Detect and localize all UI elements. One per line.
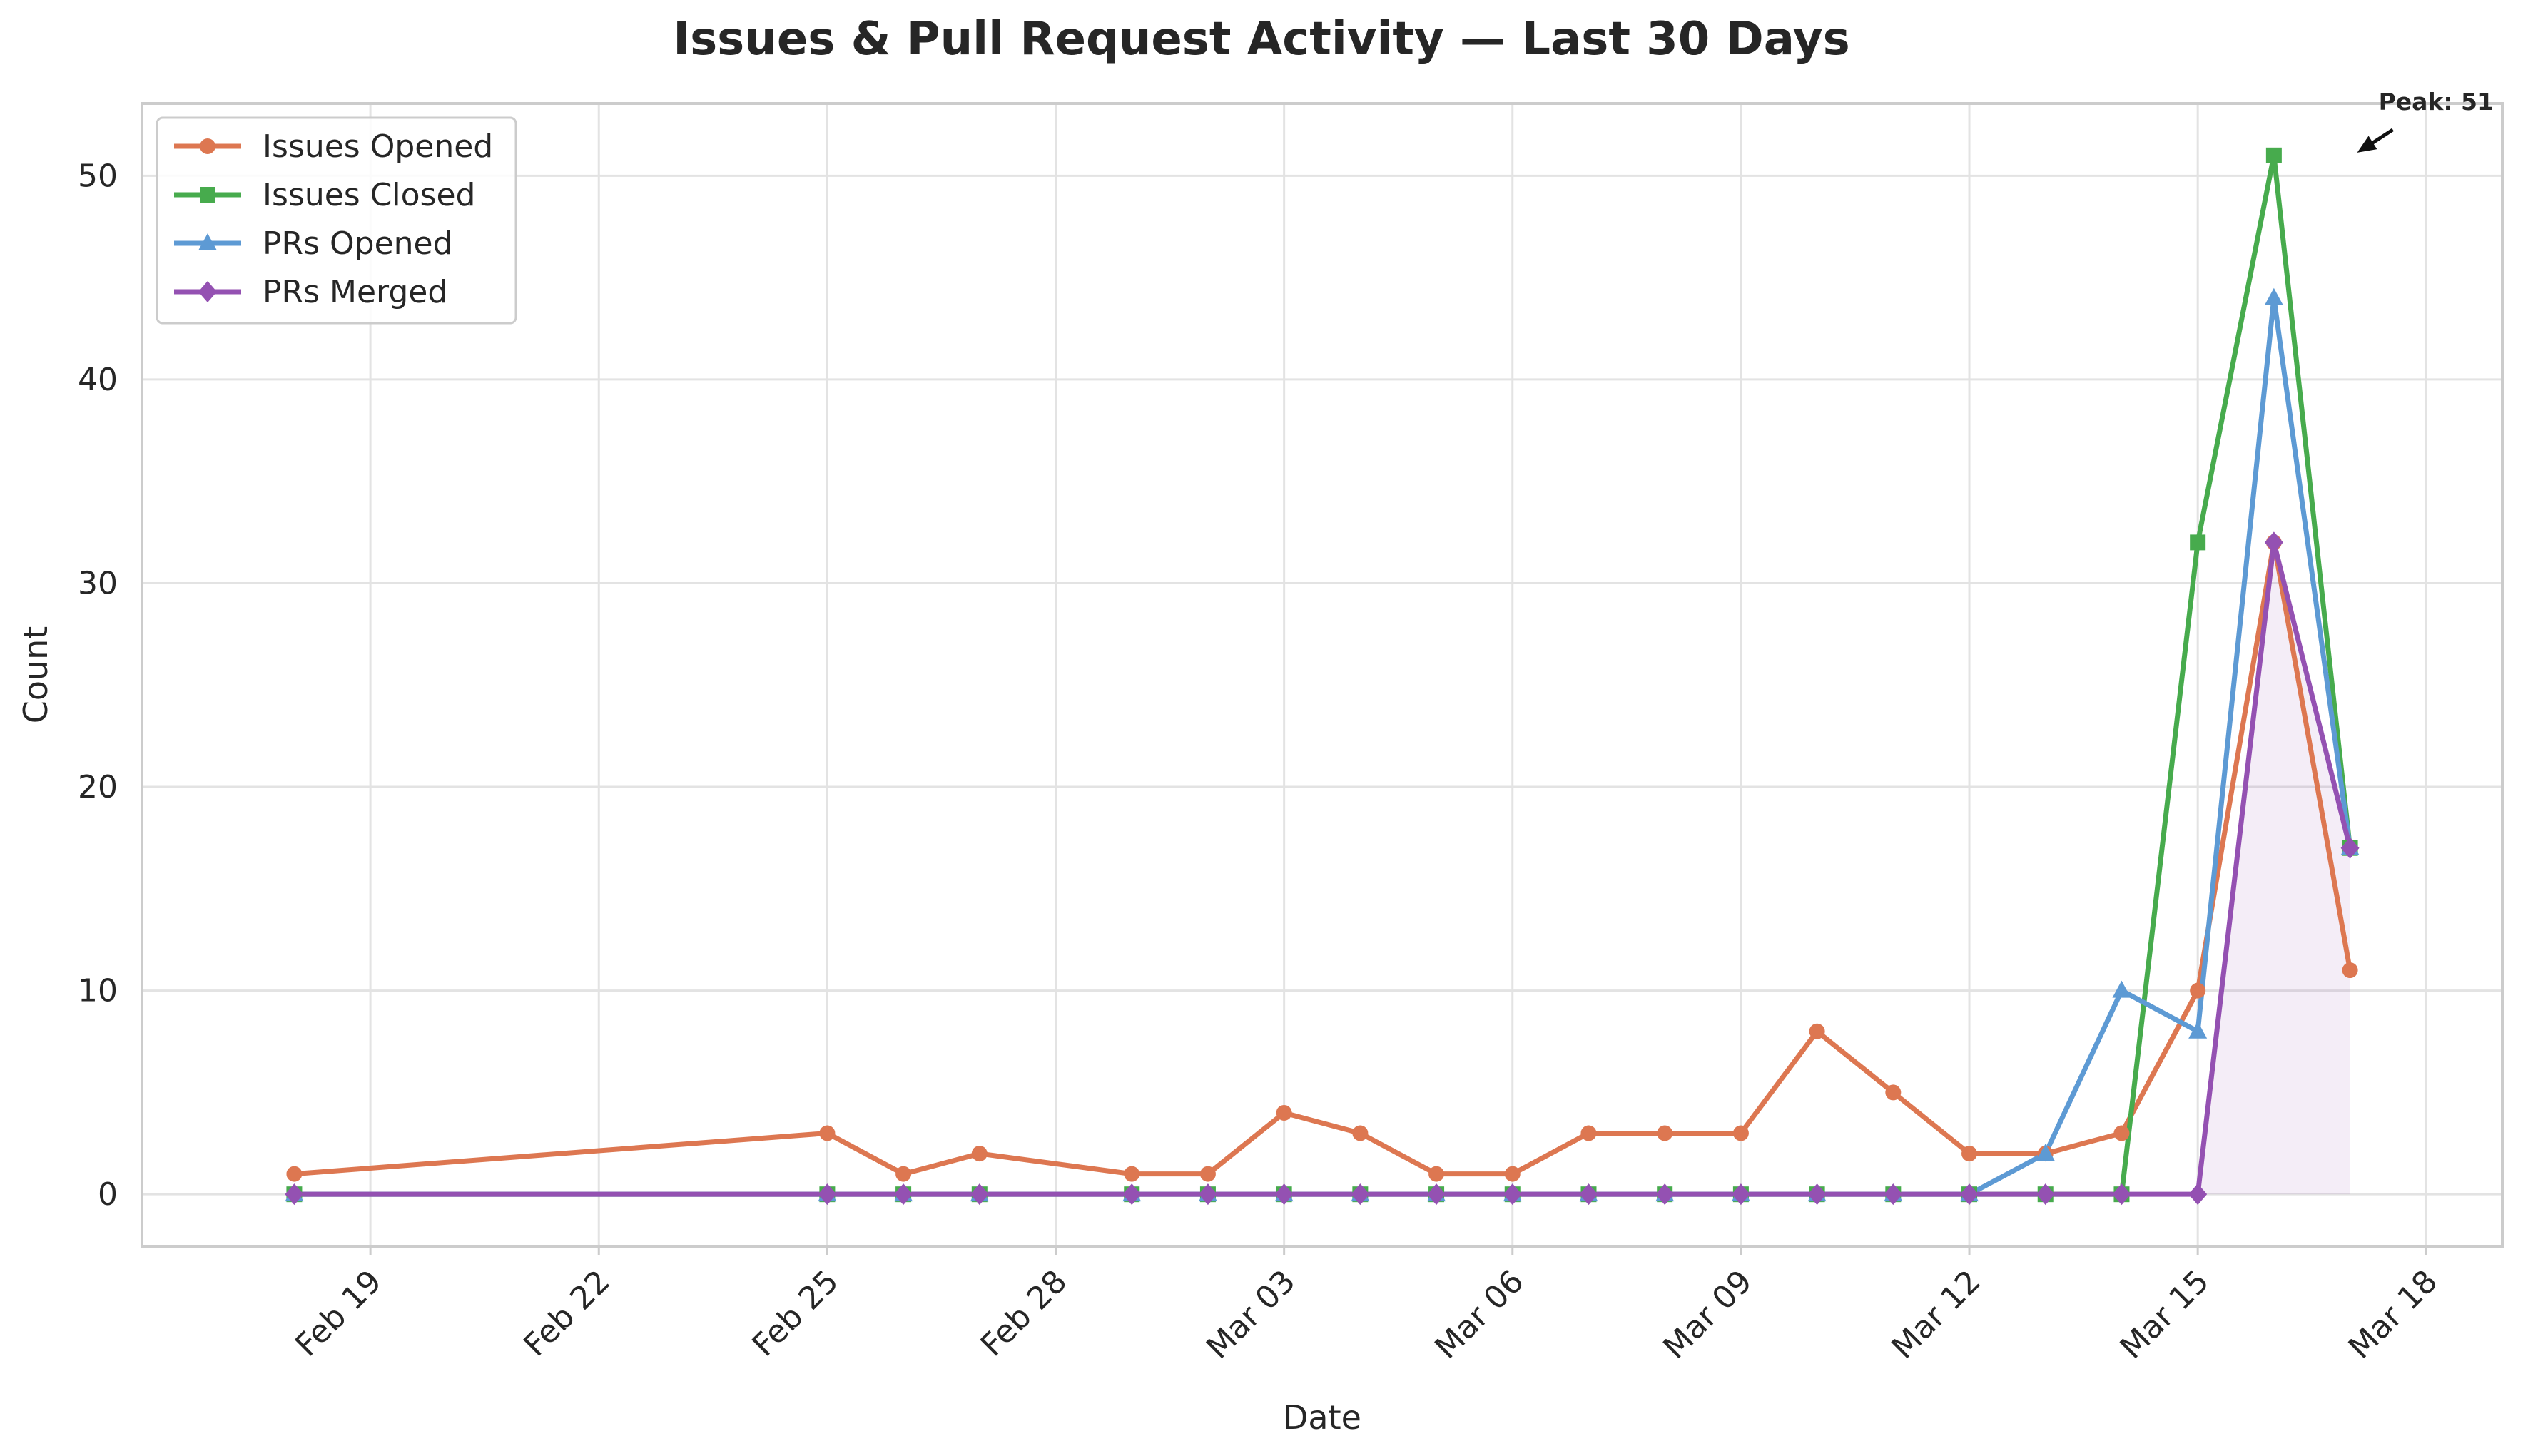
x-tick-label: Mar 09 (1656, 1263, 1759, 1366)
prs-opened-line (291, 295, 2353, 1197)
issues-closed-line (291, 153, 2353, 1197)
issues-opened-point (286, 1166, 303, 1182)
x-tick-label: Feb 28 (974, 1263, 1075, 1364)
issues-opened-point (895, 1166, 912, 1182)
issues-opened-point (2190, 982, 2206, 999)
issues-opened-point (1809, 1023, 1825, 1039)
issues-opened-point (1580, 1125, 1597, 1141)
issues-opened-point (1504, 1166, 1521, 1182)
issues-closed-point (2265, 147, 2282, 163)
issues-opened-point (1885, 1084, 1902, 1101)
x-axis-title: Date (1283, 1398, 1361, 1437)
issues-opened-point (1276, 1104, 1292, 1121)
legend-box (156, 116, 517, 325)
prs-merged-point (894, 1183, 913, 1206)
prs-merged-legend-marker (198, 281, 217, 302)
issues-opened-point (2342, 962, 2358, 979)
prs-opened-point (2264, 287, 2283, 305)
prs-merged-point (2036, 1183, 2055, 1206)
prs-merged-point (2340, 837, 2360, 859)
prs-merged-point (1655, 1183, 1675, 1206)
series-lines (291, 153, 2353, 1197)
prs-merged-point (1579, 1183, 1598, 1206)
prs-merged-point (1884, 1183, 1903, 1206)
annotation-arrowhead (2357, 136, 2377, 153)
prs-merged-line (291, 539, 2353, 1197)
prs-merged-point (1807, 1183, 1827, 1206)
y-tick-label: 20 (78, 769, 118, 805)
legend-items: Issues Opened Issues Closed PRs Opened PRs … (174, 128, 493, 310)
prs-merged-point (1731, 1183, 1750, 1206)
prs-merged-point (2188, 1183, 2208, 1206)
x-tick-label: Feb 19 (288, 1263, 389, 1364)
issues-opened-point (1657, 1125, 1673, 1141)
issues-opened-point (819, 1125, 836, 1141)
prs-merged-point (970, 1183, 989, 1206)
prs-merged-point (1274, 1183, 1294, 1206)
y-tick-label: 40 (78, 362, 118, 398)
x-tick-label: Mar 15 (2113, 1263, 2216, 1366)
grid-lines (142, 103, 2502, 1255)
prs-merged-point (2264, 531, 2283, 554)
x-tick-label: Feb 25 (746, 1263, 846, 1364)
issues-opened-point (1199, 1166, 1216, 1182)
prs-merged-point (285, 1183, 304, 1206)
x-tick-label: Mar 18 (2342, 1263, 2445, 1366)
series-markers (285, 147, 2360, 1206)
issues-opened-point (2113, 1125, 2130, 1141)
x-tick-label: Mar 03 (1199, 1263, 1302, 1366)
x-tick-label: Mar 06 (1428, 1263, 1530, 1366)
area-fills (294, 542, 2350, 1195)
y-tick-label: 30 (78, 565, 118, 601)
prs-merged-point (818, 1183, 837, 1206)
issues-opened-point (971, 1146, 988, 1162)
issues-opened-point (1732, 1125, 1749, 1141)
issues-opened-point (1124, 1166, 1140, 1182)
prs-merged-area (294, 542, 2350, 1195)
y-tick-labels: 0 10 20 30 40 50 (78, 158, 118, 1213)
issues-opened-point (1352, 1125, 1369, 1141)
y-tick-label: 50 (78, 158, 118, 194)
x-tick-labels: Feb 19 Feb 22 Feb 25 Feb 28 Mar 03 Mar 06 Mar … (288, 1263, 2445, 1366)
issues-closed-point (2190, 534, 2206, 551)
peak-annotation: Peak: 51 (2357, 88, 2494, 153)
prs-merged-point (1198, 1183, 1217, 1206)
issues-opened-point (1961, 1146, 1978, 1162)
issues-closed-legend-marker (200, 187, 215, 203)
prs-merged-point (1351, 1183, 1370, 1206)
prs-merged-legend-label: PRs Merged (263, 274, 447, 310)
y-axis-title: Count (16, 626, 55, 724)
prs-merged-point (1503, 1183, 1522, 1206)
issues-opened-point (1428, 1166, 1445, 1182)
x-tick-label: Mar 12 (1885, 1263, 1988, 1366)
prs-opened-point (2188, 1021, 2208, 1039)
y-tick-label: 10 (78, 973, 118, 1009)
issues-opened-legend-label: Issues Opened (263, 128, 493, 165)
prs-opened-point (2112, 980, 2131, 998)
issues-opened-legend-marker (200, 138, 215, 154)
chart-title: Issues & Pull Request Activity — Last 30… (673, 13, 1850, 66)
issues-opened-line (291, 539, 2353, 1177)
prs-merged-point (1960, 1183, 1979, 1206)
x-tick-label: Feb 22 (517, 1263, 617, 1364)
prs-opened-legend-label: PRs Opened (263, 225, 453, 262)
annotation-label: Peak: 51 (2379, 88, 2494, 116)
prs-merged-point (2112, 1183, 2131, 1206)
y-tick-label: 0 (98, 1176, 118, 1213)
plot-frame (141, 102, 2504, 1248)
issues-closed-legend-label: Issues Closed (263, 177, 475, 213)
prs-merged-point (1122, 1183, 1142, 1206)
prs-merged-point (1427, 1183, 1446, 1206)
prs-opened-legend-marker (198, 233, 217, 250)
prs-opened-point (2036, 1144, 2055, 1161)
legend: Issues Opened Issues Closed PRs Opened PRs … (156, 116, 517, 325)
